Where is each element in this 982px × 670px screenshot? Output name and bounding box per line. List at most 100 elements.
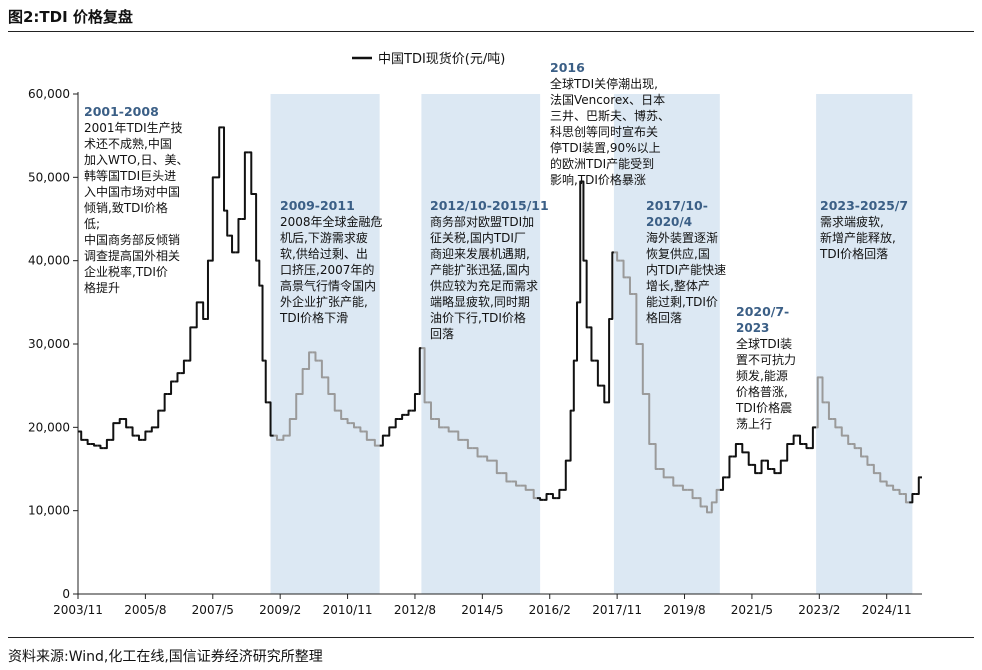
price-segment (167, 380, 175, 395)
price-segment (337, 409, 345, 420)
annotation-line: 内TDI产能快速 (646, 263, 726, 277)
price-segment (710, 501, 714, 514)
price-segment (658, 468, 669, 479)
annotation-3: 2012/10-2015/11商务部对欧盟TDI加征关税,国内TDI厂商迎来发展… (430, 198, 549, 341)
x-tick-label: 2014/5 (461, 603, 503, 617)
price-segment (803, 443, 810, 450)
price-segment (264, 359, 268, 404)
price-segment (838, 426, 845, 437)
price-segment (575, 301, 579, 362)
y-tick-label: 10,000 (28, 504, 70, 518)
price-segment (816, 376, 820, 429)
annotation-line: 高景气行情令国内 (280, 278, 376, 293)
price-segment (562, 459, 569, 491)
price-segment (713, 488, 720, 504)
price-segment (257, 259, 261, 287)
price-segment (148, 426, 156, 433)
x-tick-label: 2023/2 (798, 603, 840, 617)
price-segment (745, 451, 752, 466)
price-segment (520, 484, 531, 491)
x-axis: 2003/11 2005/8 2007/5 2009/2 2010/11 2012/8 20… (53, 593, 922, 617)
price-segment (771, 468, 778, 475)
x-tick-label: 2010/11 (323, 603, 373, 617)
annotation-title: 2017/10- (646, 198, 708, 213)
price-segment (549, 493, 557, 500)
price-segment (620, 259, 627, 279)
price-segment (222, 126, 226, 212)
price-segment (610, 251, 614, 320)
price-segment (864, 455, 871, 466)
price-segment (225, 209, 229, 237)
price-series (78, 126, 922, 514)
annotation-line: 影响,TDI价格暴涨 (550, 172, 646, 187)
price-segment (418, 347, 422, 395)
price-segment (443, 426, 454, 433)
shaded-period-3 (613, 94, 720, 594)
price-segment (491, 459, 502, 475)
annotation-line: 需求端疲软, (820, 214, 884, 229)
shaded-periods (270, 94, 913, 594)
annotation-line: 海外装置逐渐 (646, 230, 718, 245)
annotation-line: 商迎来发展机遇期, (430, 246, 530, 261)
annotation-line: 企业税率,TDI价 (84, 264, 168, 279)
price-segment (909, 493, 916, 504)
price-segment (325, 376, 332, 395)
bottom-rule (8, 637, 974, 638)
price-segment (135, 434, 143, 441)
price-segment (215, 126, 223, 179)
price-segment (568, 409, 573, 462)
price-segment (78, 430, 85, 441)
legend-label: 中国TDI现货价(元/吨) (378, 51, 505, 67)
price-segment (501, 472, 512, 483)
price-segment (543, 493, 550, 501)
annotation-line: 韩等国TDI巨头进 (84, 168, 176, 183)
price-segment (427, 401, 435, 420)
annotation-line: 2023 (736, 321, 769, 335)
price-segment (318, 359, 326, 379)
price-segment (646, 393, 653, 445)
annotation-line: 2008年全球金融危 (280, 214, 383, 229)
price-segment (825, 401, 833, 420)
price-segment (594, 359, 602, 387)
annotation-line: TDI价格下滑 (279, 310, 348, 325)
price-segment (472, 447, 483, 458)
annotation-title: 2012/10-2015/11 (430, 198, 549, 213)
price-segment (719, 476, 727, 491)
price-segment (103, 438, 111, 450)
price-segment (97, 444, 104, 450)
annotation-line: 加入WTO,日、美、 (84, 153, 188, 167)
price-segment (585, 259, 589, 329)
price-segment (626, 276, 634, 295)
price-segment (357, 426, 364, 433)
y-tick-label: 40,000 (28, 254, 70, 268)
x-tick-label: 2024/11 (862, 603, 912, 617)
price-segment (883, 480, 890, 487)
price-segment (530, 488, 537, 500)
price-segment (844, 434, 852, 445)
price-segment (678, 484, 688, 491)
price-segment (739, 443, 746, 454)
x-tick-label: 2017/11 (592, 603, 642, 617)
price-segment (386, 426, 393, 437)
price-segment (84, 438, 91, 445)
price-segment (363, 430, 371, 441)
price-segment (254, 193, 258, 262)
annotation-line: 外企业扩张产能, (280, 294, 368, 309)
price-segment (142, 430, 149, 441)
annotation-line: 机后,下游需求疲 (280, 230, 368, 245)
price-segment (392, 418, 399, 429)
price-segment (90, 443, 98, 447)
annotation-line: 新增产能释放, (820, 230, 896, 245)
price-segment (607, 318, 611, 404)
annotation-2: 2009-20112008年全球金融危机后,下游需求疲软,供给过剩、出口挤压,2… (279, 198, 383, 325)
price-segment (613, 251, 621, 262)
price-segment (915, 476, 922, 495)
annotation-line: 征关税,国内TDI厂 (430, 231, 526, 245)
price-segment (193, 301, 200, 329)
price-segment (405, 409, 412, 416)
shaded-period-2 (421, 94, 541, 594)
price-segment (652, 443, 659, 470)
